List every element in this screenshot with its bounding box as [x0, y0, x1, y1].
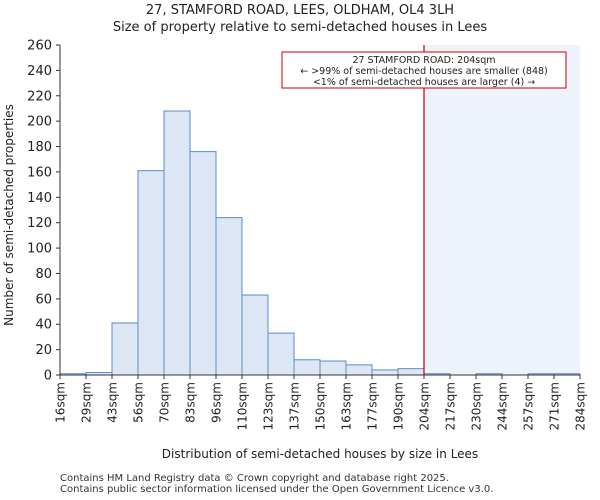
y-tick-label: 100 — [27, 242, 52, 257]
histogram-bar — [293, 359, 321, 376]
x-tick-label: 29sqm — [80, 382, 94, 423]
x-tick-label: 123sqm — [262, 382, 276, 430]
histogram-bar — [163, 110, 191, 376]
y-tick-label: 180 — [27, 140, 52, 155]
histogram-chart: 0 20 40 60 80 100 120 140 160 180 200 220 240 260 16s… — [2, 39, 588, 462]
x-tick-label: 110sqm — [236, 382, 250, 430]
x-tick-label: 150sqm — [314, 382, 328, 430]
annotation-line-1: 27 STAMFORD ROAD: 204sqm — [352, 55, 495, 66]
x-tick-label: 190sqm — [392, 382, 406, 430]
footer-line-1: Contains HM Land Registry data © Crown c… — [60, 473, 449, 484]
histogram-bar — [319, 360, 347, 376]
y-tick-label: 160 — [27, 165, 52, 180]
x-axis-label: Distribution of semi-detached houses by … — [162, 447, 478, 461]
histogram-bar — [189, 151, 217, 376]
chart-title: 27, STAMFORD ROAD, LEES, OLDHAM, OL4 3LH — [145, 3, 455, 18]
y-tick-label: 220 — [27, 89, 52, 104]
x-tick-label: 16sqm — [54, 382, 68, 423]
x-tick-label: 257sqm — [522, 382, 536, 430]
x-tick-label: 163sqm — [340, 382, 354, 430]
x-tick-label: 177sqm — [366, 382, 380, 430]
chart-subtitle: Size of property relative to semi-detach… — [112, 20, 488, 35]
x-tick-label: 96sqm — [210, 382, 224, 423]
x-tick-label: 271sqm — [548, 382, 562, 430]
x-tick-label: 70sqm — [158, 382, 172, 423]
annotation-box: 27 STAMFORD ROAD: 204sqm ← >99% of semi-… — [281, 51, 567, 89]
x-tick-label: 217sqm — [444, 382, 458, 430]
y-tick-label: 140 — [27, 191, 52, 206]
x-tick-label: 284sqm — [574, 382, 588, 430]
histogram-bar — [267, 332, 295, 376]
histogram-bar — [137, 170, 165, 376]
histogram-bar — [241, 294, 269, 376]
y-tick-label: 80 — [35, 267, 52, 282]
x-tick-label: 204sqm — [418, 382, 432, 430]
y-tick-label: 260 — [27, 39, 52, 54]
y-tick-label: 40 — [35, 318, 52, 333]
y-tick-label: 20 — [35, 343, 52, 358]
annotation-line-3: <1% of semi-detached houses are larger (… — [313, 77, 535, 88]
y-tick-label: 240 — [27, 64, 52, 79]
y-tick-label: 60 — [35, 292, 52, 307]
x-tick-label: 43sqm — [106, 382, 120, 423]
y-tick-label: 200 — [27, 115, 52, 130]
y-tick-label: 120 — [27, 216, 52, 231]
histogram-bar — [345, 364, 373, 376]
y-axis-label: Number of semi-detached properties — [2, 104, 16, 326]
histogram-bar — [371, 369, 399, 376]
x-tick-label: 83sqm — [184, 382, 198, 423]
histogram-bar — [215, 217, 243, 376]
x-tick-label: 230sqm — [470, 382, 484, 430]
histogram-bar — [111, 322, 139, 376]
highlight-region — [424, 45, 580, 375]
y-tick-label: 0 — [44, 369, 52, 384]
footer-line-2: Contains public sector information licen… — [60, 484, 494, 495]
x-tick-label: 244sqm — [496, 382, 510, 430]
x-tick-label: 56sqm — [132, 382, 146, 423]
x-tick-label: 137sqm — [288, 382, 302, 430]
annotation-line-2: ← >99% of semi-detached houses are small… — [300, 66, 548, 77]
histogram-bar — [397, 368, 425, 376]
